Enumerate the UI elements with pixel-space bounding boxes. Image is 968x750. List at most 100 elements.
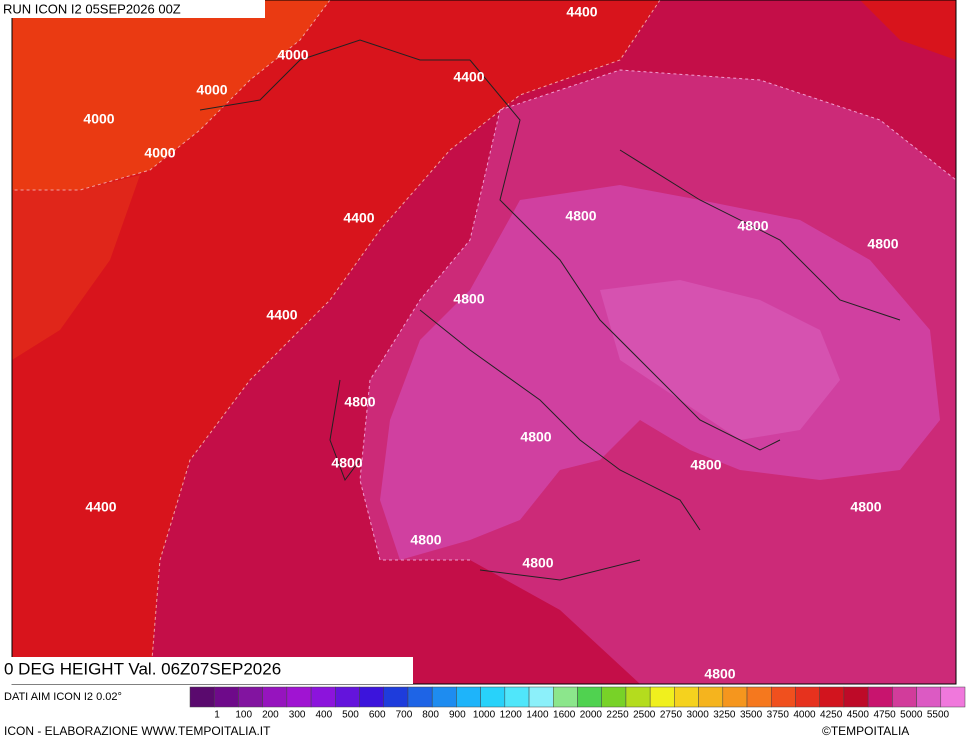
copyright: ©TEMPOITALIA [822,724,909,738]
contour-label: 4800 [737,218,768,234]
header-box [0,0,265,18]
legend-label: 1400 [526,710,549,721]
contour-label: 4800 [690,457,721,473]
contour-label: 4000 [144,145,175,161]
legend-swatch [601,686,627,708]
legend-label: 4250 [820,710,843,721]
legend-label: 3250 [713,710,736,721]
legend-label: 1200 [500,710,523,721]
legend-label: 2250 [606,710,629,721]
credit: ICON - ELABORAZIONE WWW.TEMPOITALIA.IT [4,724,271,738]
legend-swatch [916,686,942,708]
legend-label: 1000 [473,710,496,721]
legend-label: 5500 [927,710,950,721]
legend-label: 3750 [767,710,790,721]
contour-label: 4800 [520,429,551,445]
contour-label: 4800 [331,455,362,471]
legend-swatch [892,686,917,708]
legend-swatch [335,686,360,708]
legend-swatch [843,686,869,708]
legend-label: 300 [289,710,306,721]
legend-swatch [238,686,263,708]
legend-label: 4000 [793,710,816,721]
field [600,280,840,440]
legend-swatch [359,686,384,708]
contour-label: 4800 [453,291,484,307]
contour-label: 4800 [850,499,881,515]
legend-swatch [407,686,433,708]
contour-label: 4000 [277,47,308,63]
legend-swatch [867,686,893,708]
legend-swatch [577,686,602,708]
legend-label: 400 [315,710,332,721]
field [12,0,330,190]
legend-swatch [456,686,481,708]
legend-swatch [480,686,506,708]
map-area: 4400 4000 4000 4400 4000 4000 4800 4400 … [11,0,957,685]
legend-swatch [771,686,796,708]
contour-label: 4400 [566,4,597,20]
contour-label: 4400 [85,499,116,515]
contour-label: 4800 [704,666,735,682]
contour [149,0,661,685]
legend-label: 5000 [900,710,923,721]
coastline [199,39,901,581]
legend-label: 1600 [553,710,576,721]
contour-label: 4400 [453,69,484,85]
contour-label: 4800 [410,532,441,548]
legend-swatch [504,686,530,708]
field [12,175,140,360]
map-frame [11,0,957,685]
legend-label: 2000 [580,710,603,721]
legend-swatch [528,686,554,708]
contour [359,69,957,561]
legend-swatch [262,686,288,708]
legend-swatch [746,686,772,708]
legend-swatch [213,686,239,708]
legend-swatch [310,686,336,708]
legend-label: 3500 [740,710,763,721]
legend-label: 500 [342,710,359,721]
legend-swatch [553,686,578,708]
legend-swatch [286,686,312,708]
legend-label: 4500 [847,710,870,721]
legend: 1 100 200 300 400 500 600 700 800 900 1000 1200 1400… [189,686,966,721]
legend-label: 2750 [660,710,683,721]
legend-label: 100 [235,710,252,721]
legend-swatch [431,686,457,708]
title-box [0,657,413,684]
contour [12,0,331,191]
legend-label: 600 [369,710,386,721]
legend-swatch [625,686,651,708]
contour-label: 4000 [196,82,227,98]
field [860,0,956,60]
contour-label: 4800 [565,208,596,224]
legend-label: 2500 [633,710,656,721]
legend-swatch [940,686,966,708]
run-label: RUN ICON I2 05SEP2026 00Z [3,1,181,16]
contour-label: 4800 [867,236,898,252]
legend-swatch [722,686,748,708]
legend-label: 1 [214,710,220,721]
map-title: 0 DEG HEIGHT Val. 06Z07SEP2026 [4,659,281,678]
legend-label: 4750 [873,710,896,721]
contour-label: 4800 [522,555,553,571]
contour-label: 4400 [266,307,297,323]
legend-swatch [674,686,699,708]
source: DATI AIM ICON I2 0.02° [4,691,122,703]
legend-swatch [649,686,675,708]
legend-swatch [383,686,409,708]
legend-label: 200 [262,710,279,721]
legend-label: 700 [396,710,413,721]
legend-label: 900 [449,710,466,721]
contour-label: 4400 [343,210,374,226]
contour-label: 4800 [344,394,375,410]
legend-label: 3000 [687,710,710,721]
contour-label: 4000 [83,111,114,127]
legend-swatch [819,686,845,708]
legend-swatch [189,686,215,708]
legend-swatch [795,686,820,708]
legend-label: 800 [422,710,439,721]
